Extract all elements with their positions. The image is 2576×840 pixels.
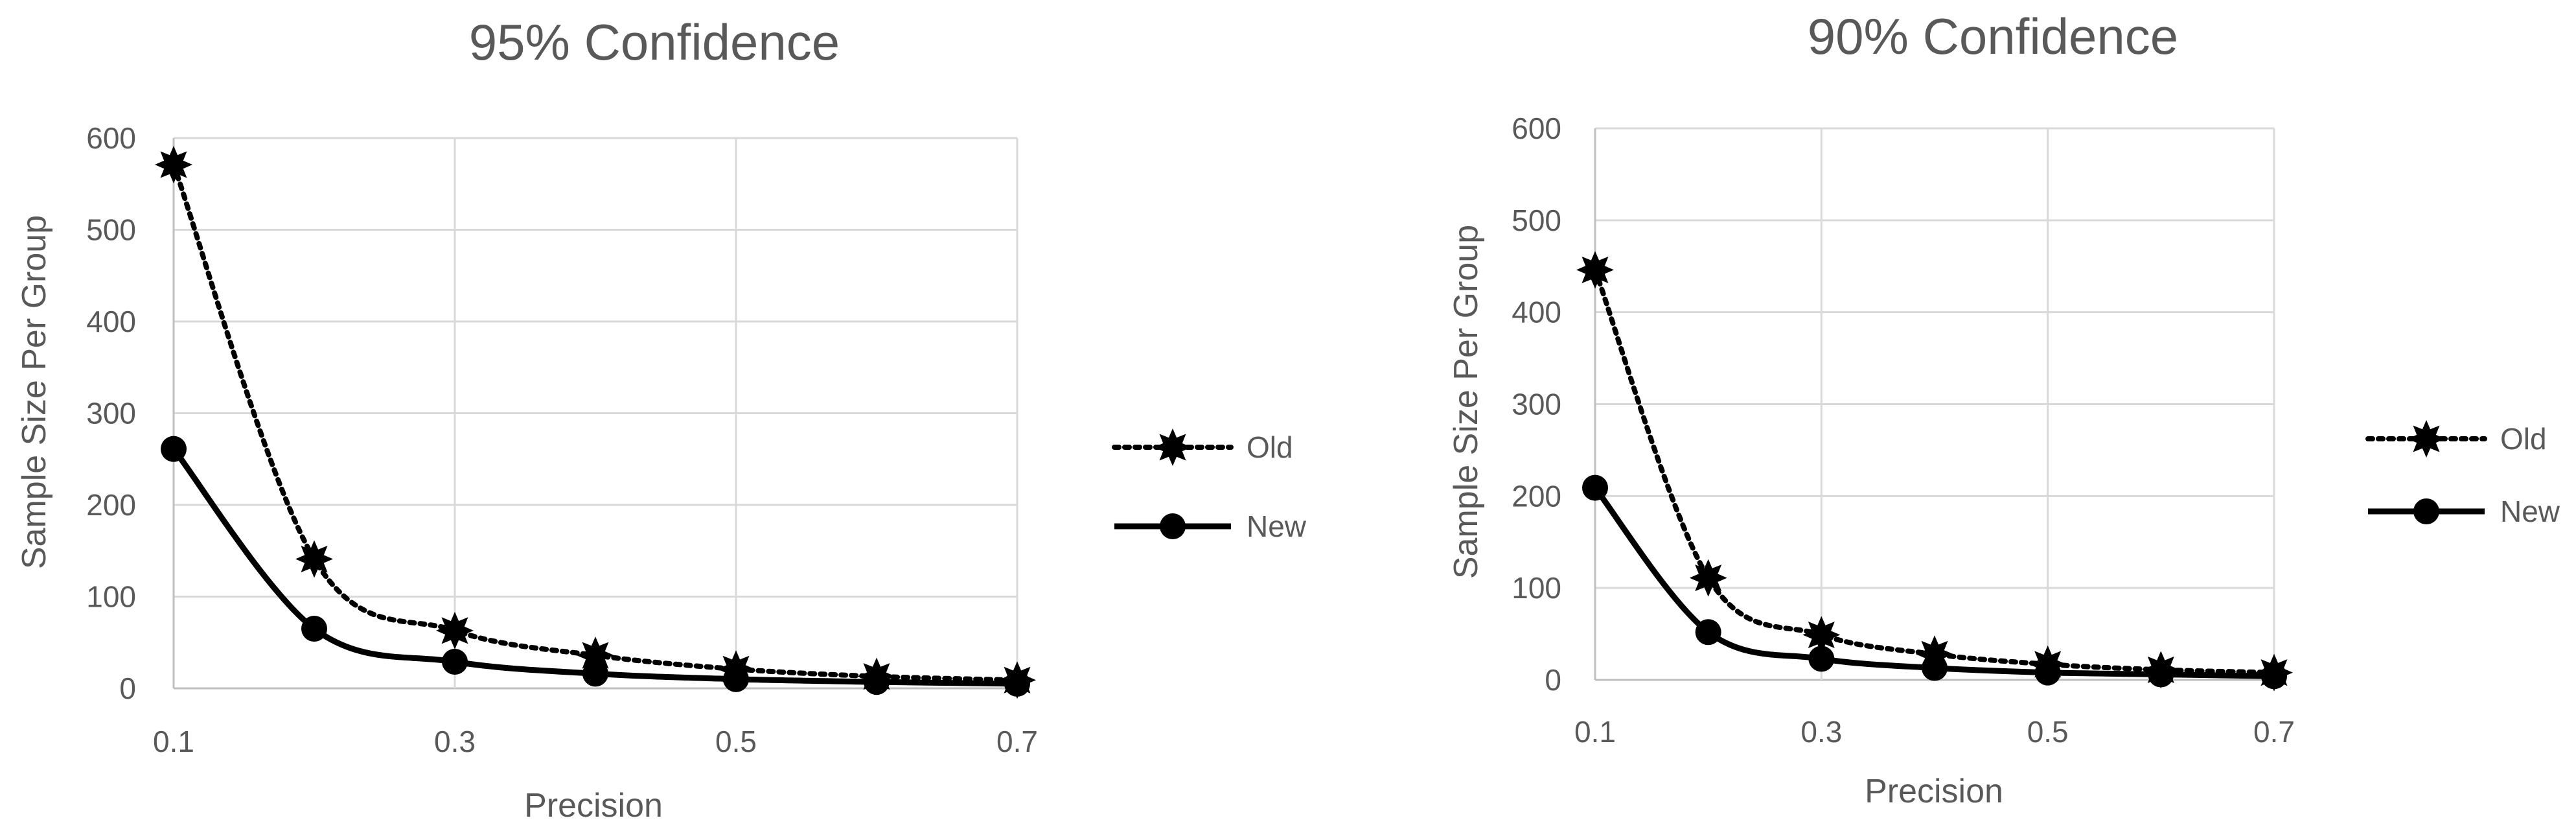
data-point-new <box>2148 661 2174 688</box>
chart-title: 95% Confidence <box>469 14 840 71</box>
x-axis-title: Precision <box>524 787 663 824</box>
y-tick-label: 100 <box>86 580 136 614</box>
data-point-new <box>582 660 608 687</box>
y-tick-label: 0 <box>1545 663 1561 697</box>
legend-item-old: Old <box>2365 420 2547 458</box>
data-point-new <box>161 436 187 462</box>
data-point-old <box>155 146 192 183</box>
y-tick-label: 400 <box>86 305 136 338</box>
legend: Old New <box>1112 428 1307 543</box>
legend-item-old: Old <box>1112 428 1293 466</box>
legend-swatch-marker <box>2408 420 2445 458</box>
data-point-new <box>1695 619 1721 646</box>
x-tick-label: 0.1 <box>1574 715 1616 749</box>
chart-title: 90% Confidence <box>1808 8 2178 65</box>
y-tick-label: 200 <box>86 488 136 522</box>
y-tick-label: 100 <box>1512 571 1561 605</box>
y-tick-label: 0 <box>119 671 136 705</box>
data-point-old <box>1689 559 1727 597</box>
data-point-new <box>1922 655 1948 681</box>
gridlines <box>172 137 1018 690</box>
data-point-new <box>1582 474 1608 501</box>
y-tick-label: 300 <box>86 397 136 430</box>
data-point-new <box>442 648 468 675</box>
data-point-old <box>1802 616 1841 654</box>
legend-swatch-marker <box>2413 498 2439 524</box>
data-point-new <box>1004 670 1030 697</box>
legend-swatch-marker <box>1154 428 1191 466</box>
data-point-new <box>864 669 890 695</box>
y-tick-label: 600 <box>1512 111 1561 145</box>
legend: Old New <box>2365 420 2560 528</box>
y-axis-title: Sample Size Per Group <box>16 215 53 569</box>
x-axis-title: Precision <box>1865 773 2003 810</box>
y-tick-label: 300 <box>1512 388 1561 421</box>
x-tick-label: 0.3 <box>434 725 476 758</box>
y-tick-label: 600 <box>86 121 136 155</box>
data-point-new <box>723 666 749 692</box>
chart-90-confidence: 90% Confidence Sample Size Per Group Pre… <box>1447 8 2560 810</box>
x-tick-label: 0.3 <box>1800 715 1842 749</box>
y-tick-label: 400 <box>1512 296 1561 329</box>
data-point-new <box>2261 663 2287 690</box>
data-point-old <box>295 540 333 578</box>
series-markers <box>1576 251 2293 692</box>
y-tick-label: 200 <box>1512 479 1561 513</box>
y-tick-label: 500 <box>86 213 136 247</box>
legend-item-new: New <box>1114 509 1307 543</box>
legend-item-new: New <box>2368 495 2560 528</box>
data-point-new <box>1808 646 1835 672</box>
legend-label: New <box>2500 495 2560 528</box>
data-point-new <box>301 616 327 642</box>
x-tick-label: 0.5 <box>2027 715 2069 749</box>
data-point-old <box>1576 251 1614 289</box>
series-markers <box>155 146 1036 699</box>
legend-label: Old <box>2500 422 2547 456</box>
chart-95-confidence: 95% Confidence Sample Size Per Group Pre… <box>16 14 1307 824</box>
data-point-new <box>2034 659 2061 686</box>
x-tick-label: 0.1 <box>153 725 194 758</box>
tick-labels: 0 100 200 300 400 500 600 0.1 0.3 0.5 0.7 <box>1512 111 2295 749</box>
x-tick-label: 0.7 <box>2253 715 2295 749</box>
legend-swatch-marker <box>1160 513 1186 539</box>
legend-label: Old <box>1247 430 1293 464</box>
y-axis-title: Sample Size Per Group <box>1447 225 1485 579</box>
x-tick-label: 0.7 <box>996 725 1038 758</box>
tick-labels: 0 100 200 300 400 500 600 0.1 0.3 0.5 0.7 <box>86 121 1038 758</box>
legend-label: New <box>1247 509 1307 543</box>
data-point-old <box>436 611 474 649</box>
y-tick-label: 500 <box>1512 204 1561 237</box>
x-tick-label: 0.5 <box>715 725 757 758</box>
